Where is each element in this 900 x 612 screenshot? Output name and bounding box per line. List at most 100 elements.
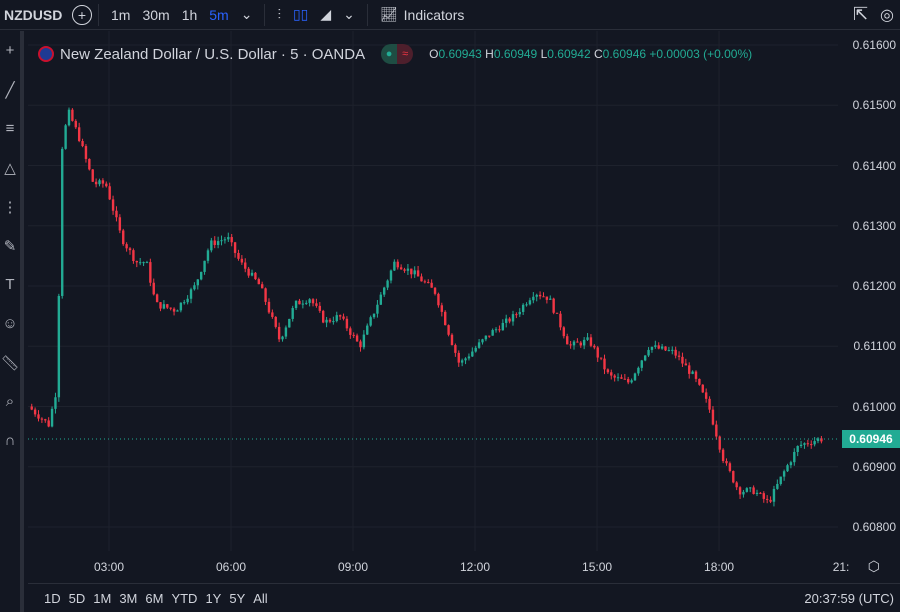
time-label: 21: <box>832 560 850 574</box>
interval-30m[interactable]: 30m <box>142 6 170 23</box>
candle-body <box>796 445 799 452</box>
candle-body <box>555 312 559 314</box>
candle-body <box>803 443 806 445</box>
range-1m[interactable]: 1M <box>93 590 112 606</box>
chart-legend: New Zealand Dollar / U.S. Dollar · 5 · O… <box>38 44 752 64</box>
candle-body <box>477 342 481 348</box>
candle-body <box>416 270 420 277</box>
symbol-search[interactable]: NZDUSD <box>4 6 63 23</box>
text-icon[interactable]: T <box>5 276 15 293</box>
candle-body <box>311 299 315 304</box>
indicators-icon[interactable]: 📈︎ <box>379 6 398 22</box>
interval-1h[interactable]: 1h <box>181 6 198 23</box>
change-value: +0.00003 (+0.00%) <box>649 47 753 61</box>
price-chart[interactable] <box>28 31 838 551</box>
range-1d[interactable]: 1D <box>44 590 61 606</box>
range-6m[interactable]: 6M <box>145 590 164 606</box>
bars-chart-icon[interactable]: ⫶ <box>277 6 281 22</box>
utc-clock[interactable]: 20:37:59 (UTC) <box>804 590 894 606</box>
candle-body <box>149 262 152 283</box>
candle-body <box>657 345 660 349</box>
emoji-icon[interactable]: ☺ <box>2 315 18 332</box>
zoom-icon[interactable]: ⌕ <box>5 393 15 410</box>
candle-body <box>779 476 782 484</box>
candle-body <box>281 336 284 340</box>
time-axis[interactable]: ⬡ 03:00 06:00 09:00 12:00 15:00 18:00 21: <box>28 551 900 583</box>
add-symbol-button[interactable]: + <box>72 4 92 25</box>
candle-body <box>806 443 810 445</box>
chart-type-chevron-icon[interactable]: ⌄ <box>343 6 355 22</box>
interval-1m[interactable]: 1m <box>111 6 131 23</box>
fullscreen-icon[interactable]: ⇱ <box>852 4 869 24</box>
close-value: 0.60946 <box>602 47 647 61</box>
candle-body <box>294 300 298 309</box>
candle-body <box>166 304 169 308</box>
candle-body <box>115 210 118 218</box>
candle-body <box>359 341 362 348</box>
candle-body <box>786 465 789 472</box>
price-axis[interactable]: 0.61600 0.61500 0.61400 0.61300 0.61200 0.611… <box>838 31 900 551</box>
candle-body <box>366 325 369 335</box>
divider <box>264 3 266 26</box>
candle-body <box>545 296 549 300</box>
candle-body <box>582 339 586 346</box>
brush-icon[interactable]: ✎ <box>3 237 17 255</box>
range-all[interactable]: All <box>253 590 268 606</box>
time-label: 12:00 <box>460 560 491 574</box>
pattern-icon[interactable]: △ <box>4 159 16 177</box>
candle-body <box>508 318 511 322</box>
cursor-icon[interactable]: + <box>5 42 15 59</box>
top-toolbar: NZDUSD + 1m 30m 1h 5m ⌄ ⫶ ▯▯ ◢ ⌄ 📈︎ Indi… <box>0 0 900 30</box>
candle-body <box>481 339 484 343</box>
market-status-pill[interactable]: ● ≈ <box>381 44 414 64</box>
price-label: 0.60800 <box>852 520 896 534</box>
range-5d[interactable]: 5D <box>68 590 86 606</box>
candle-body <box>586 337 589 340</box>
price-label: 0.61500 <box>852 98 896 113</box>
indicators-button[interactable]: Indicators <box>403 6 465 23</box>
candle-body <box>274 316 277 327</box>
candle-body <box>267 301 271 313</box>
range-3m[interactable]: 3M <box>119 590 138 606</box>
candle-body <box>94 181 98 185</box>
fib-icon[interactable]: ≡ <box>5 120 15 137</box>
candle-body <box>518 311 521 315</box>
candle-body <box>579 342 582 346</box>
candle-body <box>552 298 555 313</box>
candle-body <box>620 377 623 379</box>
candle-body <box>498 329 501 331</box>
price-label: 0.61600 <box>852 38 896 52</box>
price-label: 0.61400 <box>852 158 896 173</box>
candle-body <box>159 302 162 309</box>
candles-chart-icon[interactable]: ▯▯ <box>292 6 309 22</box>
ruler-icon[interactable]: 📏︎ <box>0 354 20 372</box>
area-chart-icon[interactable]: ◢ <box>320 6 332 22</box>
candle-body <box>410 268 413 275</box>
candle-body <box>203 260 206 272</box>
candle-body <box>288 318 291 328</box>
axis-settings-icon[interactable]: ⬡ <box>867 558 880 574</box>
candle-body <box>535 294 538 297</box>
candle-body <box>566 336 569 345</box>
candle-body <box>782 471 786 477</box>
interval-5m[interactable]: 5m <box>209 6 229 23</box>
candle-body <box>111 199 115 211</box>
candle-body <box>332 321 335 323</box>
candle-body <box>450 334 454 346</box>
candle-body <box>88 158 91 170</box>
range-1y[interactable]: 1Y <box>205 590 222 606</box>
magnet-icon[interactable]: ∩ <box>4 432 16 449</box>
candle-body <box>427 282 430 284</box>
range-ytd[interactable]: YTD <box>171 590 198 606</box>
candle-body <box>372 313 376 318</box>
trendline-icon[interactable]: ╱ <box>5 81 15 99</box>
interval-dropdown-chevron-icon[interactable]: ⌄ <box>240 6 253 22</box>
candle-body <box>596 347 599 358</box>
forecast-icon[interactable]: ⋮ <box>2 198 18 216</box>
camera-icon[interactable]: ◎ <box>880 6 894 24</box>
candle-body <box>84 146 88 159</box>
candle-body <box>227 237 230 240</box>
candle-body <box>61 148 64 296</box>
candle-body <box>776 483 779 489</box>
range-5y[interactable]: 5Y <box>229 590 246 606</box>
